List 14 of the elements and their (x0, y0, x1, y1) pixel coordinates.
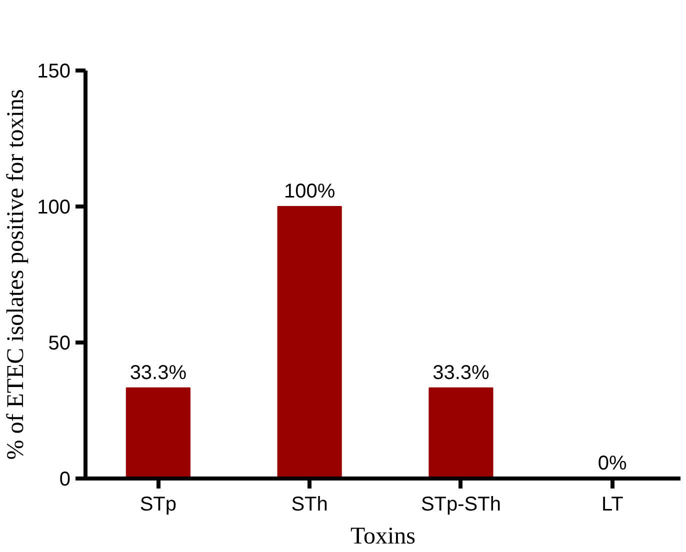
data-label: 33.3% (432, 362, 490, 384)
x-tick-label: STh (291, 494, 328, 516)
y-axis-title: % of ETEC isolates positive for toxins (3, 89, 30, 460)
x-tick-label: STp (140, 494, 177, 516)
y-tick-label: 0 (59, 468, 70, 490)
y-tick-label: 150 (37, 60, 71, 82)
y-tick-label: 100 (37, 196, 71, 218)
data-label: 0% (598, 452, 628, 474)
x-axis-title: Toxins (350, 524, 416, 550)
x-tick-label: LT (601, 494, 624, 516)
data-label: 33.3% (130, 362, 187, 384)
y-tick-label: 50 (48, 332, 71, 354)
data-label: 100% (284, 180, 336, 202)
x-tick-label: STp-STh (420, 494, 501, 516)
